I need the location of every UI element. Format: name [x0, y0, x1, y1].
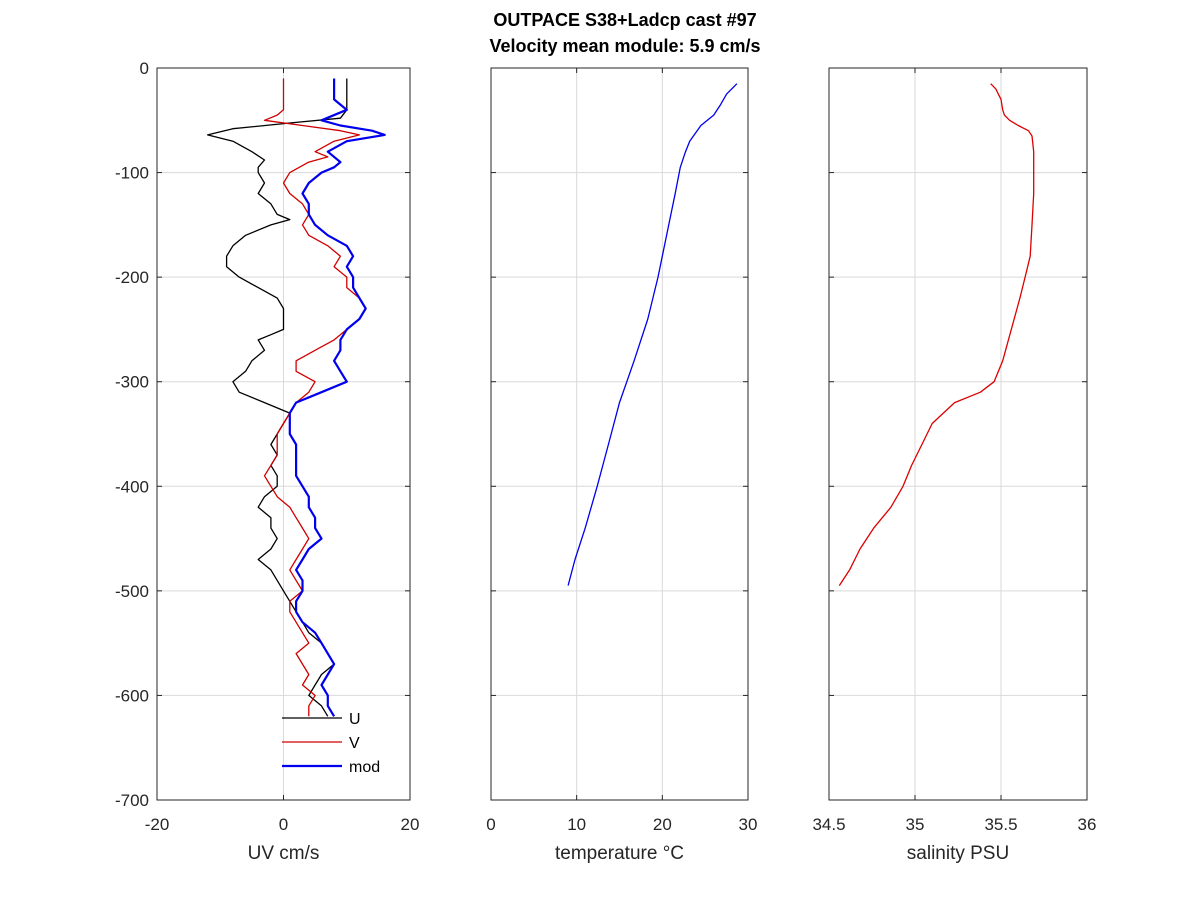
velocity-xtick-label-1: 0: [279, 815, 288, 834]
temperature-xlabel: temperature °C: [555, 843, 684, 864]
legend-label-v: V: [349, 735, 360, 752]
salinity-axes-box: [828, 67, 1088, 801]
ytick-label-7: -700: [115, 791, 149, 810]
velocity-xtick-label-2: 20: [401, 815, 420, 834]
temperature-xtick-label-1: 10: [567, 815, 586, 834]
legend-label-mod: mod: [349, 759, 380, 776]
salinity-xtick-label-2: 35.5: [984, 815, 1017, 834]
temperature-series-0: [567, 83, 738, 586]
ytick-label-6: -600: [115, 686, 149, 705]
ytick-label-3: -300: [115, 373, 149, 392]
salinity-xtick-label-1: 35: [906, 815, 925, 834]
title-line-2: Velocity mean module: 5.9 cm/s: [489, 36, 760, 56]
salinity-panel: 34.5 35 35.5 36 salinity PSU: [812, 67, 1097, 864]
temperature-xtick-label-0: 0: [486, 815, 495, 834]
ytick-label-1: -100: [115, 164, 149, 183]
velocity-series-mod: [288, 78, 386, 717]
salinity-xlabel: salinity PSU: [907, 843, 1009, 864]
ytick-label-5: -500: [115, 582, 149, 601]
velocity-series-u: [206, 78, 348, 717]
title-line-1: OUTPACE S38+Ladcp cast #97: [493, 10, 756, 30]
velocity-xtick-label-0: -20: [145, 815, 170, 834]
ytick-label-2: -200: [115, 268, 149, 287]
velocity-series-v: [263, 78, 367, 717]
salinity-series-0: [838, 83, 1035, 586]
velocity-xlabel: UV cm/s: [248, 843, 320, 864]
temperature-axes-box: [490, 67, 749, 801]
salinity-xtick-label-0: 34.5: [812, 815, 845, 834]
temperature-xtick-label-2: 20: [653, 815, 672, 834]
ytick-label-0: 0: [140, 59, 149, 78]
temperature-panel: 0 10 20 30 temperature °C: [486, 67, 758, 864]
legend-label-u: U: [349, 711, 361, 728]
temperature-xtick-label-3: 30: [739, 815, 758, 834]
ytick-label-4: -400: [115, 477, 149, 496]
salinity-xtick-label-3: 36: [1078, 815, 1097, 834]
